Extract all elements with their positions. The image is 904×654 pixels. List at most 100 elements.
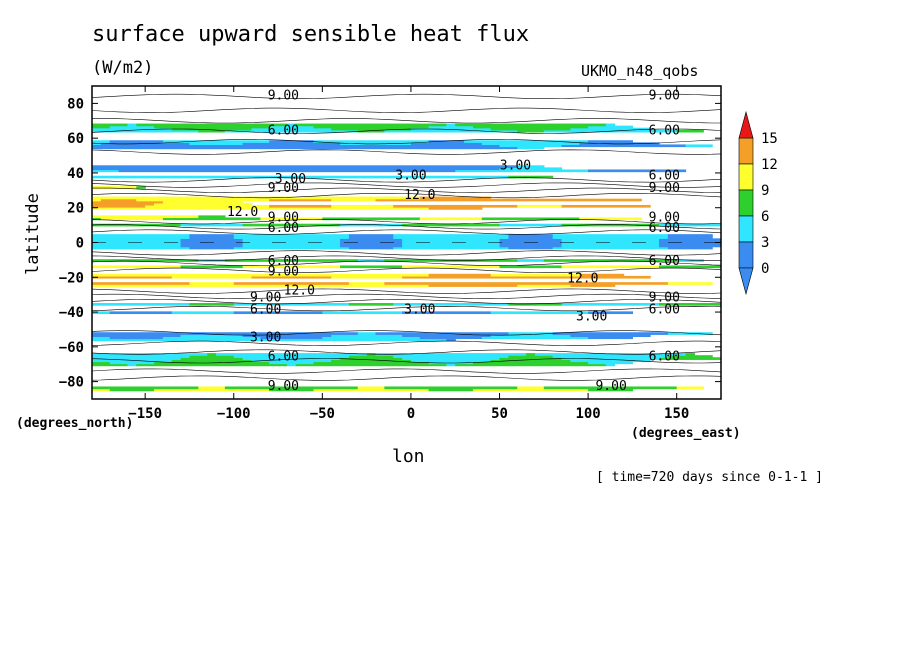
x-tick-label: −50 xyxy=(310,406,335,422)
contour-label: 6.00 xyxy=(649,254,680,269)
heatmap-cell xyxy=(499,242,563,246)
heatmap-cell xyxy=(92,217,102,221)
heatmap-cell xyxy=(517,129,545,133)
heatmap-cell xyxy=(251,275,332,279)
heatmap-cell xyxy=(180,265,244,269)
heatmap-cell xyxy=(676,259,704,262)
contour-label: 3.00 xyxy=(275,172,306,187)
heatmap-cell xyxy=(92,334,182,337)
colorbar-extend-bottom xyxy=(738,267,754,296)
heatmap-cell xyxy=(251,127,332,131)
heatmap-cell xyxy=(92,359,173,363)
heatmap-cell xyxy=(508,236,554,239)
heatmap-cell xyxy=(340,240,403,244)
heatmap-cell xyxy=(526,353,536,356)
heatmap-cell xyxy=(490,273,580,277)
heatmap-cell xyxy=(242,334,332,337)
contour-label: 9.00 xyxy=(268,379,299,394)
heatmap-cell xyxy=(313,361,430,365)
heatmap-cell xyxy=(154,125,270,129)
contour-label: 12.0 xyxy=(227,205,258,220)
heatmap-cell xyxy=(517,204,563,208)
heatmap-cell xyxy=(313,125,430,129)
contour-line xyxy=(92,358,721,364)
contour-label: 6.00 xyxy=(268,350,299,365)
contour-line xyxy=(92,260,721,266)
heatmap-cell xyxy=(419,336,483,340)
heatmap-cell xyxy=(658,223,721,227)
y-tick-label: 60 xyxy=(67,131,84,147)
heatmap-cell xyxy=(419,217,483,221)
heatmap-cell xyxy=(92,338,447,342)
heatmap-cell xyxy=(136,198,270,202)
contour-label: 6.00 xyxy=(268,123,299,138)
heatmap-cell xyxy=(552,246,669,250)
heatmap-cell xyxy=(561,238,660,242)
heatmap-cell xyxy=(481,217,580,221)
contour-labels: 9.00 9.006.00 6.003.00 3.003.006.009.00 9.00… xyxy=(227,89,680,394)
contour-label: 9.00 xyxy=(268,210,299,225)
heatmap-cell xyxy=(552,355,669,358)
contour-line xyxy=(92,293,721,300)
heatmap-cell xyxy=(393,204,518,208)
contour-line xyxy=(92,93,721,99)
heatmap-cell xyxy=(561,303,660,306)
heatmap-cell xyxy=(189,234,235,237)
heatmap-cell xyxy=(667,332,713,335)
heatmap-cell xyxy=(393,236,509,239)
colorbar: 15 12 9 6 3 0 xyxy=(738,110,778,296)
heatmap-cell xyxy=(384,386,518,390)
heatmap-cell xyxy=(269,140,315,143)
heatmap-cell xyxy=(109,336,164,340)
heatmap-cell xyxy=(92,242,182,246)
heatmap-cell xyxy=(667,234,713,237)
y-tick-label: −60 xyxy=(59,340,84,356)
heatmap-cell xyxy=(233,311,323,315)
heatmap-cell xyxy=(658,238,721,242)
colorbar-box xyxy=(738,241,754,269)
heatmap-cell xyxy=(109,388,155,392)
heatmap-cell xyxy=(357,386,385,390)
heatmap-cell xyxy=(154,388,270,392)
heatmap-cell xyxy=(242,265,341,269)
heatmap-cell xyxy=(428,388,474,392)
heatmap-cell xyxy=(348,236,394,239)
heatmap-cell xyxy=(92,129,199,133)
heatmap-cell xyxy=(162,217,261,221)
heatmap-cell xyxy=(490,359,571,363)
y-tick-label: 0 xyxy=(76,236,84,252)
contour-label: 6.00 xyxy=(649,303,680,318)
colorbar-label: 15 xyxy=(761,131,778,147)
heatmap-cell xyxy=(189,246,235,250)
y-tick-label: 40 xyxy=(67,166,84,182)
heatmap-cell xyxy=(658,303,721,306)
heatmap-cell xyxy=(92,259,199,262)
heatmap-cell xyxy=(331,127,412,131)
heatmap-cell xyxy=(393,246,509,250)
heatmap-cell xyxy=(357,259,385,262)
heatmap-cell xyxy=(490,127,571,131)
heatmap-cell xyxy=(322,217,421,221)
heatmap-cell xyxy=(295,363,447,367)
heatmap-cell xyxy=(92,125,111,129)
heatmap-cell xyxy=(92,202,155,206)
contour-line xyxy=(92,224,721,230)
heatmap-cell xyxy=(180,244,244,248)
contour-line xyxy=(92,299,721,305)
x-tick-label: 0 xyxy=(407,406,415,422)
heatmap-cell xyxy=(189,303,235,306)
heatmap-cell xyxy=(127,363,137,367)
contour-line xyxy=(92,128,721,134)
heatmap-cell xyxy=(340,357,403,360)
heatmap-cell xyxy=(92,175,509,179)
heatmap-cell xyxy=(224,129,359,133)
contour-label: 6.00 xyxy=(649,169,680,184)
heatmap-cell xyxy=(517,284,571,287)
heatmap-cell xyxy=(579,217,642,221)
colorbar-label: 3 xyxy=(761,235,769,251)
contour-label: 6.00 xyxy=(268,221,299,236)
heatmap-cell xyxy=(92,388,111,392)
heatmap-cell xyxy=(233,236,350,239)
contour-line xyxy=(92,340,721,346)
heatmap-cell xyxy=(109,140,164,143)
